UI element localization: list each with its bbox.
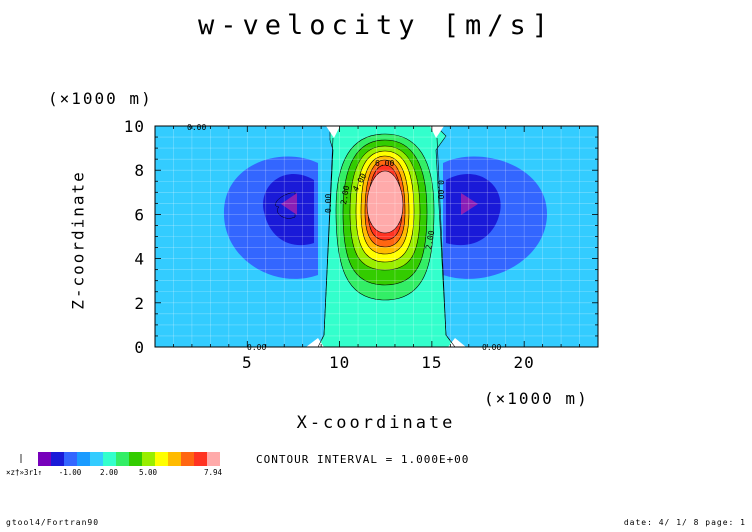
contour-label: 2.00 (424, 230, 436, 251)
colorbar-swatch (207, 452, 220, 466)
void-top-right (430, 126, 444, 138)
contour-label: 2.00 (339, 185, 351, 206)
colorbar-swatch (38, 452, 51, 466)
x-axis-label: X-coordinate (296, 413, 456, 433)
axis-tick-labels: 5 10 15 20 0 2 4 6 8 10 (124, 117, 535, 372)
right-downdraft (443, 156, 548, 279)
y-tick-label: 2 (134, 294, 145, 313)
contour-label: 0.00 (187, 123, 206, 132)
colorbar-swatch (155, 452, 168, 466)
y-tick-label: 0 (134, 338, 145, 357)
contour-label: 6.00 (375, 159, 394, 168)
colorbar-label: -1.00 (59, 468, 82, 477)
left-downdraft (223, 156, 318, 279)
x-tick-label: 5 (242, 353, 253, 372)
gridlines (155, 126, 598, 347)
contour-field (155, 126, 598, 347)
colorbar-swatch (168, 452, 181, 466)
x-tick-label: 20 (514, 353, 535, 372)
colorbar-swatch (64, 452, 77, 466)
y-axis-label: Z-coordinate (68, 170, 88, 310)
footer-right: date: 4/ 1/ 8 page: 1 (623, 518, 746, 527)
colorbar-label: 5.00 (139, 468, 158, 477)
y-unit-label: (×1000 m) (48, 89, 153, 108)
colorbar (20, 452, 220, 466)
contour-interval-text: CONTOUR INTERVAL = 1.000E+00 (256, 453, 470, 466)
colorbar-swatch (142, 452, 155, 466)
contour-label: 0.00 (324, 194, 333, 213)
footer-left: gtool4/Fortran90 (6, 518, 100, 527)
y-tick-label: 6 (134, 205, 145, 224)
void-top-left (326, 126, 340, 138)
x-unit-label: (×1000 m) (484, 389, 589, 408)
contour-label: 0.00 (436, 180, 445, 199)
zero-contour-left (317, 137, 334, 347)
colorbar-swatch (90, 452, 103, 466)
void-bottom-left (306, 338, 324, 347)
colorbar-label: 7.94 (204, 468, 223, 477)
colorbar-swatch (77, 452, 90, 466)
void-bottom-right (448, 338, 466, 347)
colorbar-label: ×z†»3r1↑ (6, 468, 42, 477)
chart-title: w-velocity [m/s] (197, 10, 555, 41)
central-updraft (317, 126, 456, 347)
x-tick-label: 15 (421, 353, 442, 372)
colorbar-swatch (181, 452, 194, 466)
y-tick-label: 4 (134, 250, 145, 269)
colorbar-swatch (103, 452, 116, 466)
colorbar-swatch (51, 452, 64, 466)
axis-ticks (155, 126, 598, 347)
colorbar-swatch (129, 452, 142, 466)
y-tick-label: 10 (124, 117, 145, 136)
contour-label: 0.00 (247, 343, 266, 352)
colorbar-swatch (116, 452, 129, 466)
colorbar-label: 2.00 (100, 468, 119, 477)
contour-label: 0.00 (482, 343, 501, 352)
colorbar-swatch (194, 452, 207, 466)
y-tick-label: 8 (134, 161, 145, 180)
zero-contour-right (436, 137, 456, 347)
x-tick-label: 10 (329, 353, 350, 372)
colorbar-labels: ×z†»3r1↑ -1.00 2.00 5.00 7.94 (6, 468, 223, 477)
